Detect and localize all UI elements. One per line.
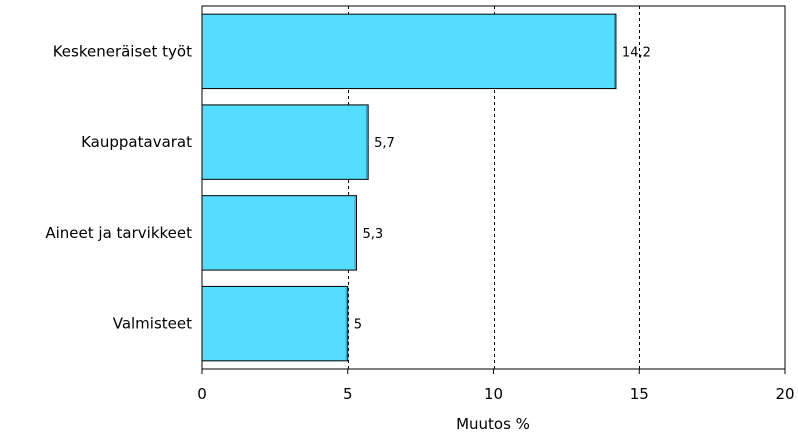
value-label: 14,2 [622,45,651,60]
x-tick-label: 5 [343,385,353,403]
x-axis-ticks: 0 5 10 15 20 [197,369,795,403]
x-axis-title: Muutos % [456,415,530,433]
category-label: Keskeneräiset työt [53,42,192,60]
value-labels: 14,2 5,7 5,3 5 [354,45,651,332]
value-label: 5,3 [362,227,383,242]
bar [201,195,357,271]
x-tick-label: 0 [197,385,207,403]
value-label: 5 [354,318,362,333]
category-labels: Keskeneräiset työt Kauppatavarat Aineet ja… [45,42,192,332]
x-tick-label: 15 [630,385,649,403]
category-label: Aineet ja tarvikkeet [45,224,192,242]
category-label: Valmisteet [113,315,192,333]
bar [201,13,617,90]
value-label: 5,7 [374,136,395,151]
bar [201,285,349,362]
category-label: Kauppatavarat [81,133,192,151]
x-tick-label: 10 [484,385,503,403]
x-tick-label: 20 [775,385,794,403]
bars [201,13,617,362]
bar [201,104,369,180]
